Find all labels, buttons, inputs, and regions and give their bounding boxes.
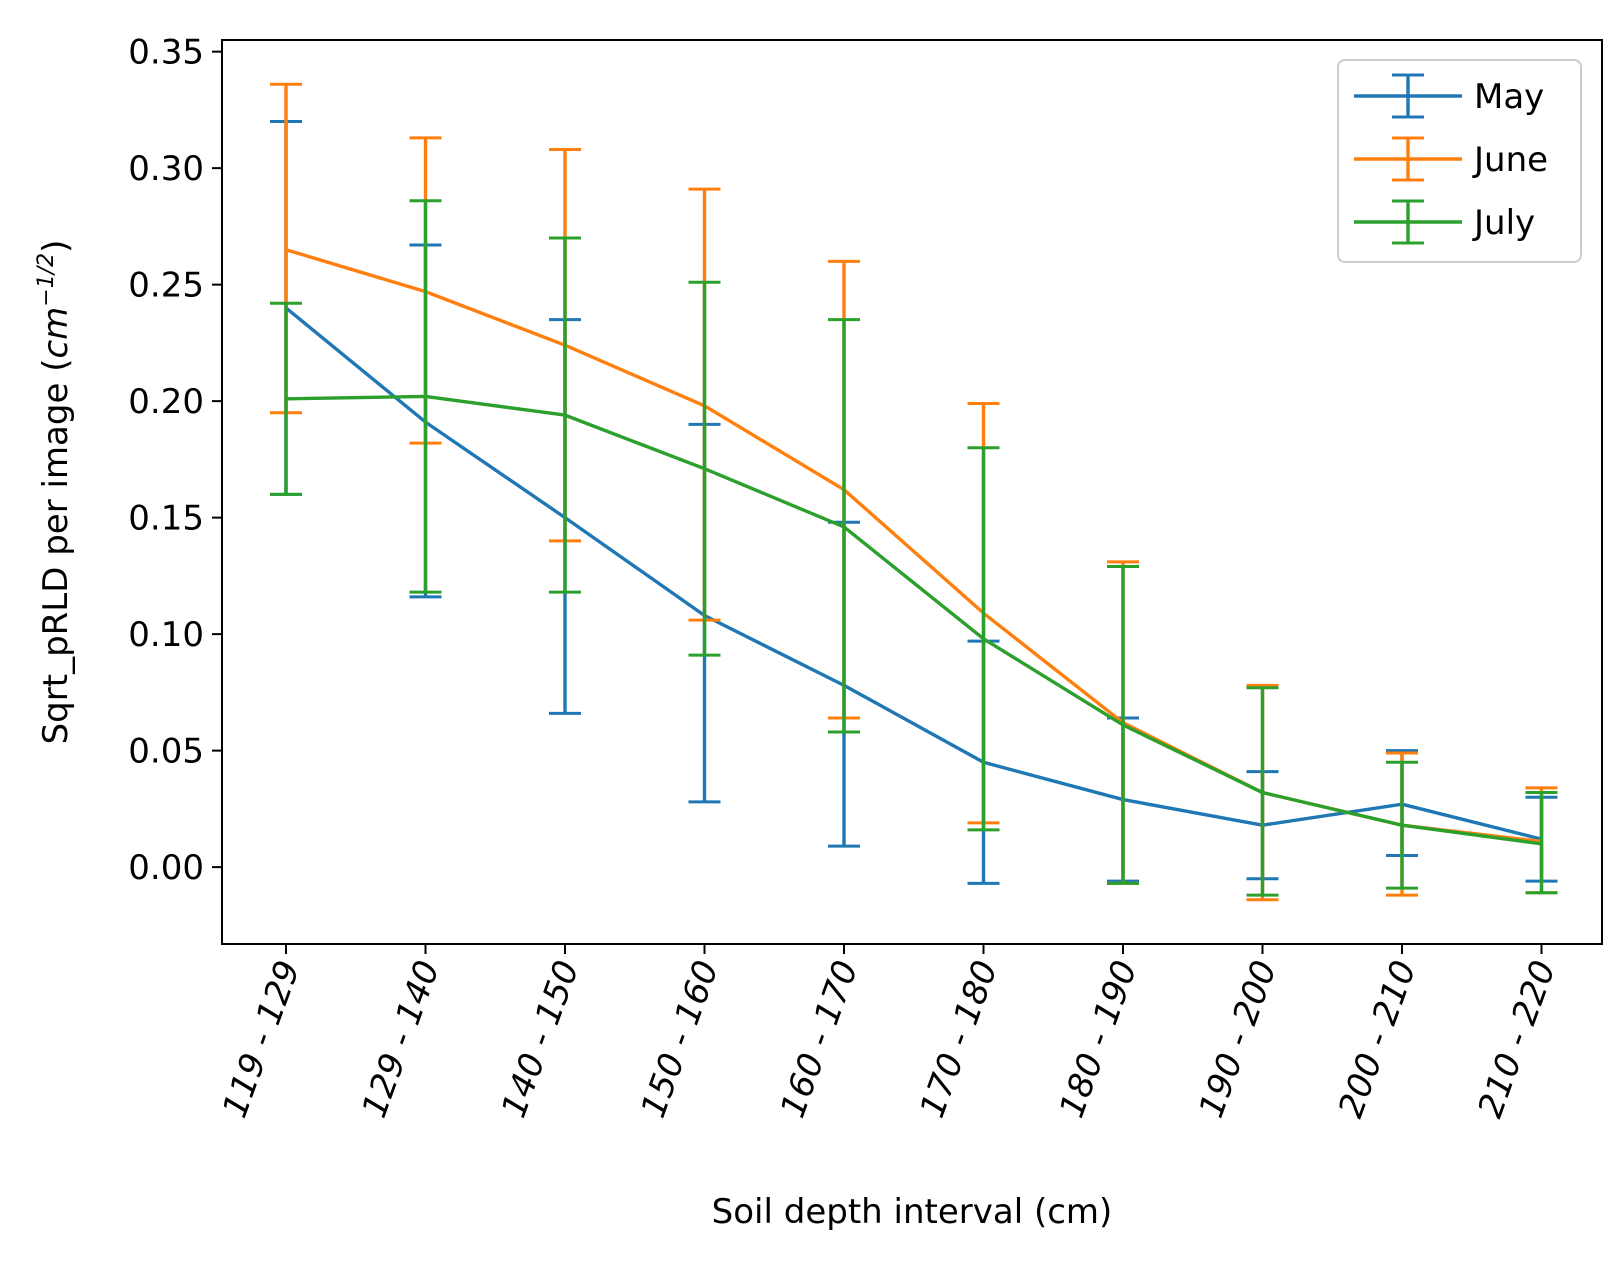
x-tick-label: 129 - 140 (354, 955, 448, 1122)
legend-item-july: July (1354, 199, 1535, 245)
legend-box (1337, 59, 1582, 263)
y-axis: 0.00 0.05 0.10 0.15 0.20 0.25 0.30 0.35 (128, 33, 222, 888)
y-axis-label-unit: cm (36, 307, 76, 359)
x-axis: 119 - 129 129 - 140 140 - 150 150 - 160 160 … (215, 944, 1564, 1123)
x-tick-label: 160 - 170 (773, 955, 867, 1122)
y-tick-label: 0.20 (128, 382, 204, 422)
y-tick-label: 0.05 (128, 732, 204, 772)
series-line (285, 248, 1542, 844)
y-axis-label-suffix: ) (36, 240, 76, 253)
y-tick-label: 0.35 (128, 33, 204, 73)
legend-item-june: June (1354, 136, 1548, 182)
axes-frame (221, 39, 1603, 945)
y-tick-label: 0.00 (128, 848, 204, 888)
x-tick-label: 140 - 150 (494, 955, 588, 1122)
legend: May June July (1337, 59, 1582, 263)
legend-item-may: May (1354, 73, 1544, 119)
legend-label: June (1472, 140, 1548, 180)
plot-area (270, 82, 1558, 902)
y-tick-label: 0.30 (128, 149, 204, 189)
series-line (285, 394, 1542, 846)
y-tick-label: 0.25 (128, 266, 204, 306)
x-tick-label: 200 - 210 (1331, 955, 1425, 1122)
x-tick-label: 119 - 129 (215, 955, 309, 1122)
x-axis-label: Soil depth interval (cm) (712, 1192, 1113, 1232)
y-tick-label: 0.15 (128, 499, 204, 539)
y-axis-label-prefix: Sqrt_pRLD per image ( (36, 359, 76, 745)
x-tick-label: 180 - 190 (1052, 955, 1146, 1122)
y-tick-label: 0.10 (128, 615, 204, 655)
x-tick-label: 190 - 200 (1191, 955, 1285, 1122)
x-tick-label: 210 - 220 (1470, 955, 1564, 1122)
legend-label: May (1474, 77, 1544, 117)
x-tick-label: 150 - 160 (633, 955, 727, 1122)
y-axis-label-exponent: −1/2 (34, 253, 59, 307)
y-axis-label: Sqrt_pRLD per image (cm−1/2) (34, 240, 76, 745)
series-july (270, 199, 1558, 897)
x-tick-label: 170 - 180 (912, 955, 1006, 1122)
series-line (284, 306, 1542, 841)
legend-label: July (1472, 203, 1535, 243)
